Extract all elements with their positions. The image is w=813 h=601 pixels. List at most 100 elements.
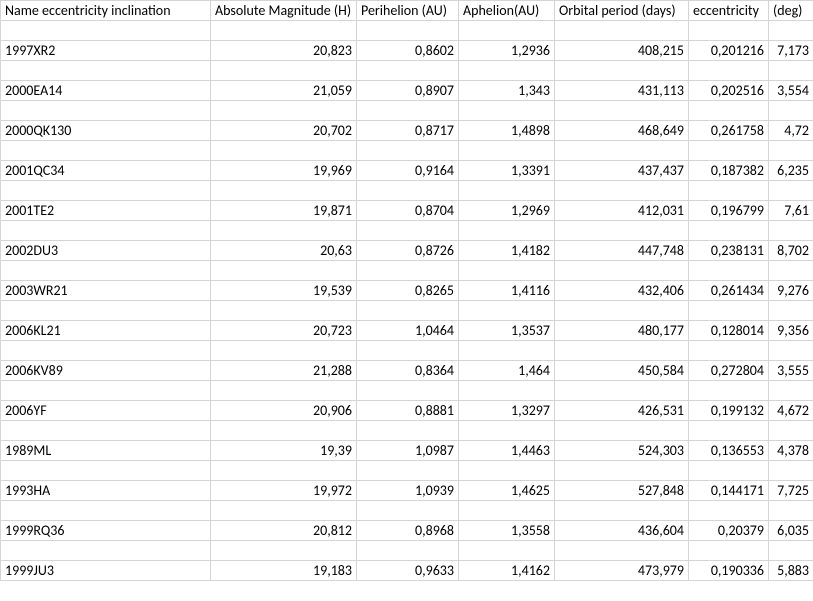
blank-cell <box>459 101 555 121</box>
cell-period: 447,748 <box>555 241 689 261</box>
blank-cell <box>1 461 211 481</box>
blank-cell <box>689 461 769 481</box>
blank-cell <box>689 21 769 41</box>
blank-row <box>1 61 813 81</box>
blank-cell <box>211 261 357 281</box>
cell-perihelion: 0,9164 <box>357 161 459 181</box>
cell-deg: 7,61 <box>769 201 813 221</box>
cell-magnitude: 20,906 <box>211 401 357 421</box>
blank-row <box>1 381 813 401</box>
table-row: 2001TE219,8710,87041,2969412,0310,196799… <box>1 201 813 221</box>
cell-aphelion: 1,4625 <box>459 481 555 501</box>
cell-name: 1997XR2 <box>1 41 211 61</box>
cell-eccentricity: 0,261434 <box>689 281 769 301</box>
blank-cell <box>357 261 459 281</box>
blank-cell <box>689 421 769 441</box>
header-deg: (deg) <box>769 1 813 21</box>
cell-aphelion: 1,3558 <box>459 521 555 541</box>
cell-name: 1993HA <box>1 481 211 501</box>
cell-period: 436,604 <box>555 521 689 541</box>
blank-cell <box>689 341 769 361</box>
blank-row <box>1 101 813 121</box>
cell-name: 2006KV89 <box>1 361 211 381</box>
blank-cell <box>459 461 555 481</box>
cell-perihelion: 0,8265 <box>357 281 459 301</box>
cell-perihelion: 0,8881 <box>357 401 459 421</box>
blank-cell <box>769 501 813 521</box>
cell-deg: 6,035 <box>769 521 813 541</box>
blank-row <box>1 21 813 41</box>
cell-eccentricity: 0,261758 <box>689 121 769 141</box>
blank-cell <box>689 301 769 321</box>
data-table: Name eccentricity inclination Absolute M… <box>0 0 813 581</box>
cell-perihelion: 0,8602 <box>357 41 459 61</box>
blank-cell <box>357 61 459 81</box>
blank-row <box>1 141 813 161</box>
cell-name: 2000EA14 <box>1 81 211 101</box>
blank-cell <box>769 61 813 81</box>
table-row: 2000QK13020,7020,87171,4898468,6490,2617… <box>1 121 813 141</box>
table-row: 2006KV8921,2880,83641,464450,5840,272804… <box>1 361 813 381</box>
cell-aphelion: 1,4898 <box>459 121 555 141</box>
cell-aphelion: 1,464 <box>459 361 555 381</box>
cell-eccentricity: 0,238131 <box>689 241 769 261</box>
blank-row <box>1 461 813 481</box>
cell-perihelion: 1,0987 <box>357 441 459 461</box>
blank-cell <box>555 341 689 361</box>
blank-cell <box>689 381 769 401</box>
cell-deg: 3,555 <box>769 361 813 381</box>
cell-eccentricity: 0,187382 <box>689 161 769 181</box>
blank-cell <box>459 341 555 361</box>
blank-cell <box>555 541 689 561</box>
cell-period: 468,649 <box>555 121 689 141</box>
cell-period: 473,979 <box>555 561 689 581</box>
blank-cell <box>357 541 459 561</box>
cell-name: 2003WR21 <box>1 281 211 301</box>
blank-cell <box>555 101 689 121</box>
blank-cell <box>357 461 459 481</box>
cell-period: 412,031 <box>555 201 689 221</box>
cell-deg: 4,672 <box>769 401 813 421</box>
table-row: 2006YF20,9060,88811,3297426,5310,1991324… <box>1 401 813 421</box>
blank-cell <box>211 301 357 321</box>
cell-eccentricity: 0,201216 <box>689 41 769 61</box>
blank-cell <box>555 181 689 201</box>
blank-cell <box>555 301 689 321</box>
blank-cell <box>555 61 689 81</box>
table-body: 1997XR220,8230,86021,2936408,2150,201216… <box>1 21 813 581</box>
blank-cell <box>1 501 211 521</box>
cell-perihelion: 0,8717 <box>357 121 459 141</box>
table-row: 2002DU320,630,87261,4182447,7480,2381318… <box>1 241 813 261</box>
blank-cell <box>769 421 813 441</box>
cell-name: 1989ML <box>1 441 211 461</box>
cell-deg: 7,725 <box>769 481 813 501</box>
cell-name: 2001TE2 <box>1 201 211 221</box>
cell-magnitude: 20,702 <box>211 121 357 141</box>
cell-perihelion: 0,9633 <box>357 561 459 581</box>
blank-cell <box>769 341 813 361</box>
blank-cell <box>459 261 555 281</box>
blank-cell <box>1 381 211 401</box>
blank-cell <box>211 421 357 441</box>
header-perihelion: Perihelion (AU) <box>357 1 459 21</box>
blank-cell <box>769 381 813 401</box>
cell-aphelion: 1,3391 <box>459 161 555 181</box>
cell-deg: 9,276 <box>769 281 813 301</box>
blank-cell <box>357 141 459 161</box>
cell-magnitude: 19,969 <box>211 161 357 181</box>
cell-aphelion: 1,2969 <box>459 201 555 221</box>
blank-cell <box>459 541 555 561</box>
blank-cell <box>1 341 211 361</box>
cell-period: 426,531 <box>555 401 689 421</box>
blank-cell <box>211 341 357 361</box>
cell-magnitude: 21,288 <box>211 361 357 381</box>
blank-cell <box>769 541 813 561</box>
blank-cell <box>689 141 769 161</box>
blank-cell <box>357 381 459 401</box>
blank-cell <box>211 541 357 561</box>
blank-row <box>1 221 813 241</box>
cell-name: 2006KL21 <box>1 321 211 341</box>
blank-cell <box>459 181 555 201</box>
header-aphelion: Aphelion(AU) <box>459 1 555 21</box>
table-row: 1993HA19,9721,09391,4625527,8480,1441717… <box>1 481 813 501</box>
